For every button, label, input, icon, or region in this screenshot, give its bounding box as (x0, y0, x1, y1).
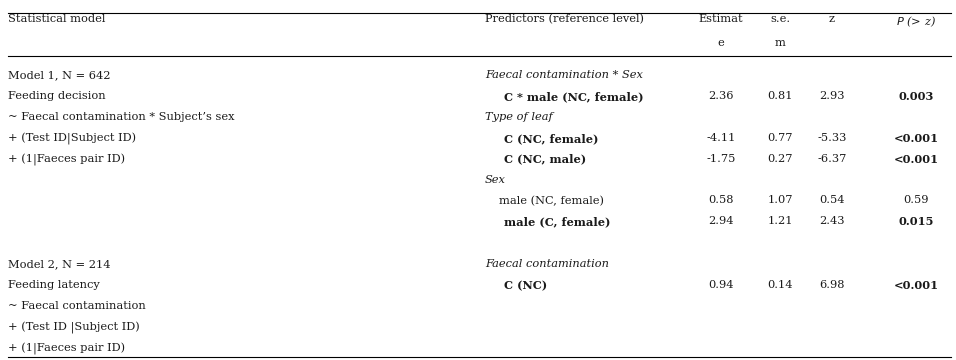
Text: Faecal contamination: Faecal contamination (485, 259, 609, 269)
Text: 0.81: 0.81 (768, 91, 793, 101)
Text: 1.21: 1.21 (768, 216, 793, 226)
Text: -6.37: -6.37 (817, 154, 846, 164)
Text: 0.003: 0.003 (898, 91, 934, 102)
Text: $P$ (> z): $P$ (> z) (896, 14, 936, 29)
Text: + (Test ID |Subject ID): + (Test ID |Subject ID) (8, 322, 140, 334)
Text: Feeding latency: Feeding latency (8, 280, 99, 290)
Text: m: m (774, 38, 786, 48)
Text: 0.015: 0.015 (898, 216, 934, 228)
Text: 0.94: 0.94 (708, 280, 733, 290)
Text: C (NC): C (NC) (504, 280, 547, 291)
Text: 6.98: 6.98 (819, 280, 844, 290)
Text: ~ Faecal contamination: ~ Faecal contamination (8, 301, 145, 311)
Text: z: z (829, 14, 835, 24)
Text: 0.59: 0.59 (903, 195, 928, 206)
Text: <0.001: <0.001 (893, 154, 939, 165)
Text: 2.94: 2.94 (708, 216, 733, 226)
Text: male (NC, female): male (NC, female) (499, 195, 604, 206)
Text: 2.36: 2.36 (708, 91, 733, 101)
Text: 0.54: 0.54 (819, 195, 844, 206)
Text: + (1|Faeces pair ID): + (1|Faeces pair ID) (8, 343, 125, 355)
Text: 2.43: 2.43 (819, 216, 844, 226)
Text: -1.75: -1.75 (706, 154, 735, 164)
Text: C (NC, female): C (NC, female) (504, 133, 598, 144)
Text: Statistical model: Statistical model (8, 14, 105, 24)
Text: ~ Faecal contamination * Subject’s sex: ~ Faecal contamination * Subject’s sex (8, 112, 234, 122)
Text: Model 1, N = 642: Model 1, N = 642 (8, 70, 110, 80)
Text: 0.58: 0.58 (708, 195, 733, 206)
Text: Feeding decision: Feeding decision (8, 91, 105, 101)
Text: + (Test ID|Subject ID): + (Test ID|Subject ID) (8, 133, 136, 145)
Text: Sex: Sex (485, 175, 506, 185)
Text: C * male (NC, female): C * male (NC, female) (504, 91, 643, 102)
Text: <0.001: <0.001 (893, 280, 939, 291)
Text: male (C, female): male (C, female) (504, 216, 610, 228)
Text: -4.11: -4.11 (706, 133, 735, 143)
Text: Faecal contamination * Sex: Faecal contamination * Sex (485, 70, 642, 80)
Text: 0.77: 0.77 (768, 133, 793, 143)
Text: Model 2, N = 214: Model 2, N = 214 (8, 259, 110, 269)
Text: -5.33: -5.33 (817, 133, 846, 143)
Text: 0.27: 0.27 (768, 154, 793, 164)
Text: e: e (717, 38, 725, 48)
Text: Estimat: Estimat (699, 14, 743, 24)
Text: 0.14: 0.14 (768, 280, 793, 290)
Text: s.e.: s.e. (770, 14, 791, 24)
Text: Predictors (reference level): Predictors (reference level) (485, 14, 643, 25)
Text: C (NC, male): C (NC, male) (504, 154, 586, 165)
Text: + (1|Faeces pair ID): + (1|Faeces pair ID) (8, 154, 125, 166)
Text: <0.001: <0.001 (893, 133, 939, 144)
Text: 1.07: 1.07 (768, 195, 793, 206)
Text: Type of leaf: Type of leaf (485, 112, 553, 122)
Text: 2.93: 2.93 (819, 91, 844, 101)
